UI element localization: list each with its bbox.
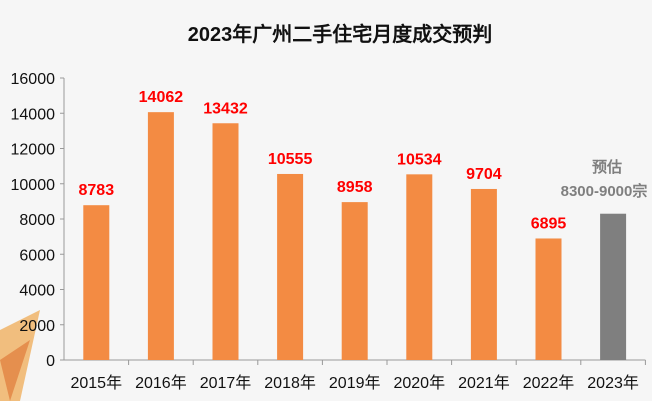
data-label: 6895 [531,215,567,232]
bar [147,112,174,360]
bar [212,123,239,360]
y-tick-label: 6000 [19,247,55,264]
x-tick-label: 2023年 [587,374,639,392]
y-tick-label: 0 [46,353,55,370]
x-tick-label: 2016年 [135,374,187,392]
y-tick-label: 2000 [19,318,55,335]
x-tick-label: 2020年 [393,374,445,392]
data-label: 13432 [203,100,248,117]
y-tick-label: 10000 [11,177,56,194]
y-tick-label: 16000 [11,71,56,88]
bar [277,173,304,360]
bar [406,174,433,360]
bar [535,238,562,360]
y-tick-label: 12000 [11,142,56,159]
data-label: 8783 [79,182,115,199]
x-tick-label: 2021年 [458,374,510,392]
bar [341,202,368,360]
chart-title: 2023年广州二手住宅月度成交预判 [188,22,493,46]
data-label: 10534 [397,151,442,168]
y-axis: 0 2000 4000 6000 8000 10000 12000 14000 16000 [11,71,65,370]
data-label: 9704 [466,166,502,183]
bar [83,205,110,360]
y-tick-label: 8000 [19,212,55,229]
x-tick-label: 2017年 [200,374,252,392]
data-label: 8958 [337,179,373,196]
bar-forecast [600,213,627,360]
y-tick-label: 4000 [19,283,55,300]
y-tick-label: 14000 [11,106,56,123]
x-tick-label: 2018年 [264,374,316,392]
forecast-range-label: 8300-9000宗 [561,182,648,200]
bar [470,188,497,360]
data-label: 10555 [268,151,313,168]
x-tick-label: 2022年 [523,374,575,392]
data-label: 14062 [139,89,184,106]
bars: 8783 14062 13432 10555 8958 10534 9704 6895 [79,89,627,360]
x-tick-label: 2019年 [329,374,381,392]
decoration-shape [0,340,30,401]
x-tick-label: 2015年 [70,374,122,392]
forecast-label: 预估 [592,158,622,176]
